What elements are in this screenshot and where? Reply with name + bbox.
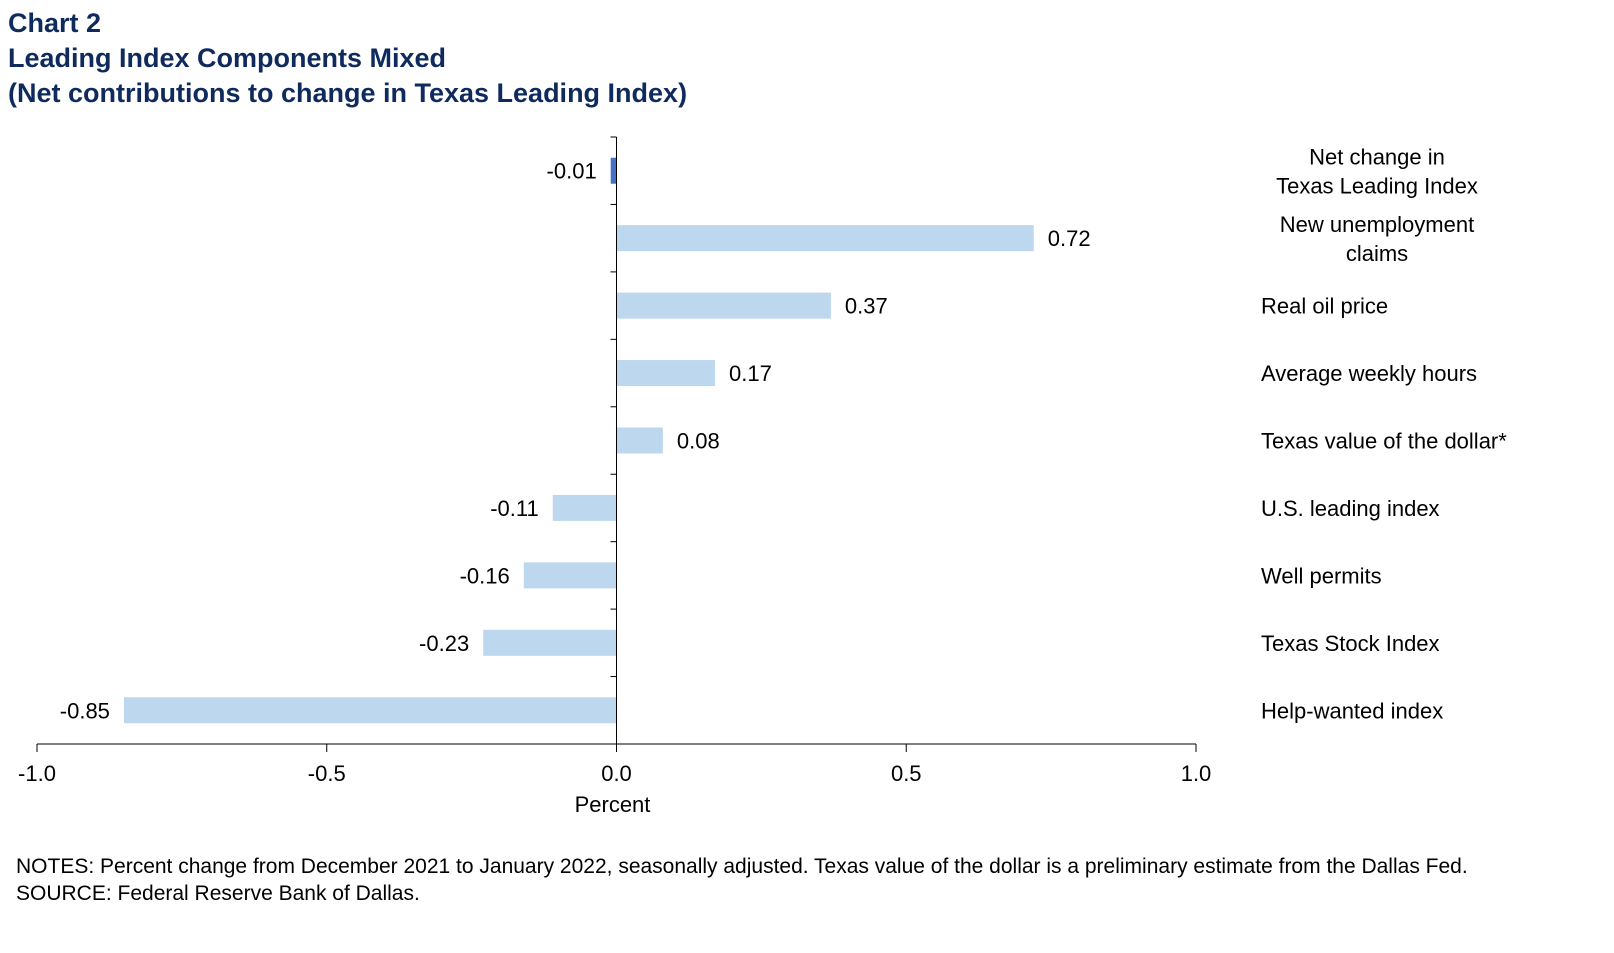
x-axis-title: Percent <box>575 792 651 817</box>
bar <box>483 629 617 656</box>
category-label: Average weekly hours <box>1261 361 1477 386</box>
x-tick-label: -1.0 <box>18 761 56 786</box>
bar <box>616 292 831 319</box>
chart-notes: NOTES: Percent change from December 2021… <box>16 853 1596 907</box>
chart-title: Leading Index Components Mixed <box>8 43 447 73</box>
data-label: 0.17 <box>729 361 772 386</box>
bar <box>523 562 617 589</box>
category-label: Real oil price <box>1261 294 1388 319</box>
bar <box>616 360 716 387</box>
category-label: Texas value of the dollar* <box>1261 429 1507 454</box>
source-text: SOURCE: Federal Reserve Bank of Dallas. <box>16 882 420 905</box>
data-label: 0.72 <box>1048 226 1091 251</box>
bar <box>610 157 617 184</box>
chart-number: Chart 2 <box>8 8 102 38</box>
x-tick-label: 0.0 <box>601 761 632 786</box>
category-label: Texas Stock Index <box>1261 631 1440 656</box>
bar <box>123 697 617 724</box>
data-label: -0.23 <box>419 631 469 656</box>
x-tick-label: 1.0 <box>1181 761 1212 786</box>
data-label: -0.16 <box>460 563 510 588</box>
data-label: 0.37 <box>845 294 888 319</box>
notes-text: NOTES: Percent change from December 2021… <box>16 855 1468 878</box>
data-label: -0.11 <box>490 496 539 521</box>
category-label: Help-wanted index <box>1261 698 1443 723</box>
x-tick-label: -0.5 <box>308 761 346 786</box>
bar <box>616 427 663 454</box>
bar <box>552 494 617 521</box>
category-label: Net change in Texas Leading Index <box>1276 145 1478 199</box>
data-label: -0.01 <box>547 159 597 184</box>
chart-titles: Chart 2 Leading Index Components Mixed (… <box>8 6 687 111</box>
category-label: U.S. leading index <box>1261 496 1440 521</box>
data-label: 0.08 <box>677 429 720 454</box>
category-label: New unemployment claims <box>1280 212 1474 266</box>
bar <box>616 225 1034 252</box>
chart-subtitle: (Net contributions to change in Texas Le… <box>8 78 688 108</box>
data-label: -0.85 <box>60 698 110 723</box>
x-tick-label: 0.5 <box>891 761 922 786</box>
category-label: Well permits <box>1261 563 1382 588</box>
